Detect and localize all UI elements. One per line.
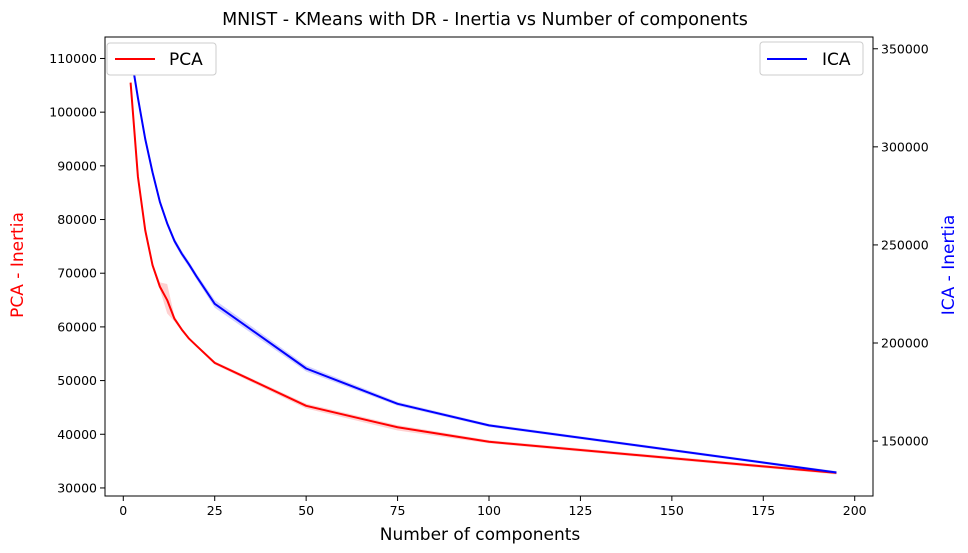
y-axis-right-title: ICA - Inertia (939, 215, 959, 316)
x-tick-label: 150 (660, 503, 684, 518)
x-tick-label: 0 (119, 503, 127, 518)
y-axis-right: 150000 200000 250000 300000 350000 (873, 41, 929, 449)
y-axis-left: 30000 40000 50000 60000 70000 80000 90000 10000… (49, 51, 105, 495)
ica-series-line (129, 52, 837, 474)
legend-ica-box (759, 41, 864, 76)
plot-frame (104, 36, 874, 497)
x-tick-label: 100 (477, 503, 501, 518)
y-left-tick-label: 70000 (57, 266, 97, 281)
y-right-tick-label: 250000 (881, 237, 929, 252)
y-right-tick-label: 350000 (881, 41, 929, 56)
y-left-tick-label: 110000 (49, 51, 97, 66)
x-axis: 0 25 50 75 100 125 150 175 200 (119, 496, 867, 518)
legend-pca-box (106, 42, 217, 76)
legend-pca-label: PCA (169, 50, 203, 70)
y-left-tick-label: 100000 (49, 105, 97, 120)
x-tick-label: 125 (568, 503, 592, 518)
pca-series-line (129, 82, 837, 474)
x-tick-label: 75 (390, 503, 406, 518)
y-right-tick-label: 300000 (881, 139, 929, 154)
pca-confidence-band (130, 79, 837, 475)
y-left-tick-label: 40000 (57, 427, 97, 442)
y-left-tick-label: 30000 (57, 480, 97, 495)
legend-pca: PCA (106, 42, 217, 76)
x-tick-label: 200 (843, 503, 867, 518)
y-right-tick-label: 200000 (881, 336, 929, 351)
y-axis-left-title: PCA - Inertia (8, 212, 28, 318)
y-left-tick-label: 90000 (57, 158, 97, 173)
series-lines (129, 52, 837, 474)
y-left-tick-label: 80000 (57, 212, 97, 227)
x-tick-label: 175 (751, 503, 775, 518)
legend-ica-label: ICA (822, 50, 851, 70)
x-tick-label: 25 (207, 503, 223, 518)
x-tick-label: 50 (298, 503, 314, 518)
confidence-bands (130, 50, 837, 475)
ica-confidence-band (130, 50, 837, 474)
chart-title: MNIST - KMeans with DR - Inertia vs Numb… (222, 10, 748, 30)
y-left-tick-label: 60000 (57, 319, 97, 334)
y-left-tick-label: 50000 (57, 373, 97, 388)
legend-ica: ICA (759, 41, 864, 76)
y-right-tick-label: 150000 (881, 434, 929, 449)
x-axis-title: Number of components (380, 525, 581, 545)
plot-area (104, 36, 874, 497)
